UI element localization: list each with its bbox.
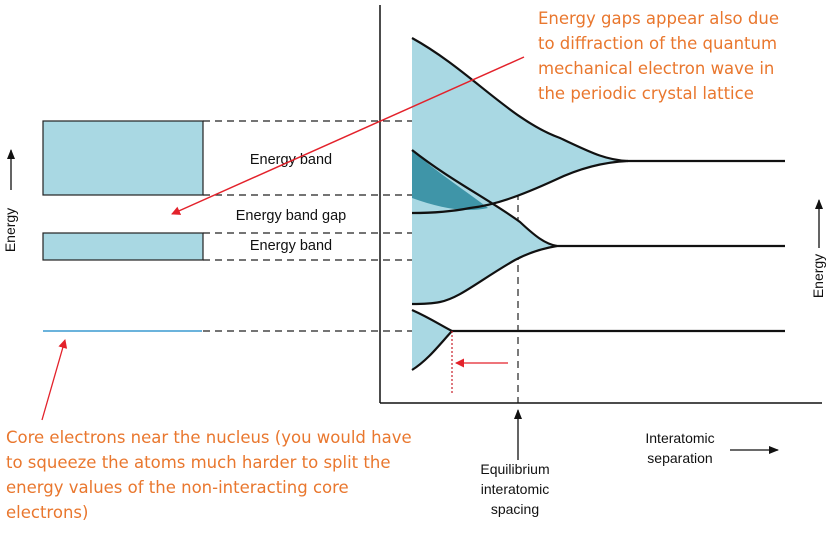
dashed-guides [203, 120, 519, 403]
upper-energy-band [42, 120, 204, 196]
red-annotation-marks [41, 56, 525, 421]
equilibrium-spacing: Equilibrium interatomic spacing [480, 409, 550, 517]
energy-gaps-annotation: Energy gaps appear also due to diffracti… [538, 9, 779, 103]
plot-axes [379, 5, 822, 404]
equilibrium-label-line3: spacing [491, 501, 539, 517]
band-gap-label: Energy band gap [236, 208, 346, 224]
core-electrons-annotation: Core electrons near the nucleus (you wou… [6, 428, 412, 522]
right-energy-axis: Energy [810, 199, 826, 298]
separation-label-line2: separation [647, 450, 712, 466]
band-curves [411, 37, 785, 371]
core-level-splitting [412, 310, 452, 370]
lower-energy-band [42, 232, 204, 261]
upper-band-label: Energy band [250, 152, 332, 168]
separation-label-line1: Interatomic [645, 430, 714, 446]
equilibrium-label-line2: interatomic [481, 481, 549, 497]
lower-band-label: Energy band [250, 238, 332, 254]
left-energy-axis: Energy [2, 149, 18, 252]
equilibrium-label-line1: Equilibrium [480, 461, 549, 477]
interatomic-separation: Interatomic separation [645, 430, 779, 466]
core-electron-pointer-arrow [41, 339, 68, 421]
energy-gap-pointer-arrow [171, 56, 525, 215]
left-energy-label: Energy [2, 208, 18, 252]
band-overlap-region [412, 150, 488, 210]
right-energy-label: Energy [810, 254, 826, 298]
upper-band-splitting [412, 38, 628, 213]
